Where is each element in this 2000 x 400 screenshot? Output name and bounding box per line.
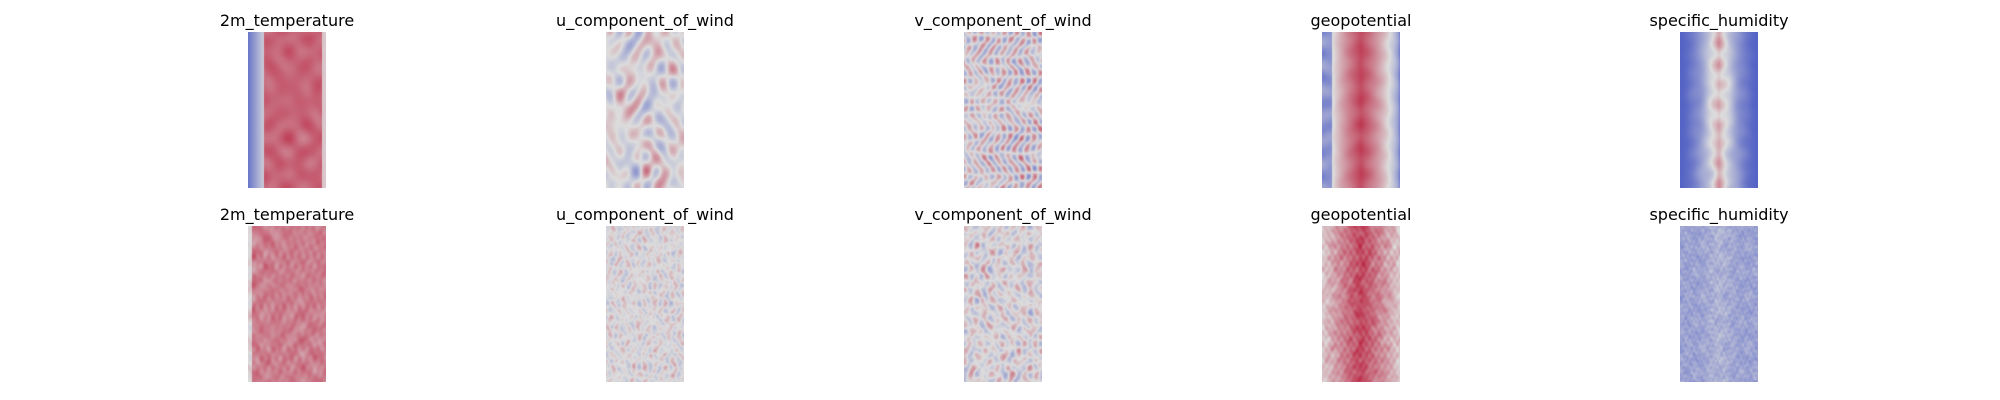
panel-title: 2m_temperature [219,11,355,30]
heatmap-u-component-of-wind [606,32,684,188]
panel-r1-c4: specific_humidity [1649,204,1789,382]
heatmap-geopotential [1322,32,1400,188]
panel-r1-c2: v_component_of_wind [914,204,1092,382]
panel-r0-c1: u_component_of_wind [556,10,734,188]
heatmap-2m-temperature [248,226,326,382]
panel-title: v_component_of_wind [914,11,1092,30]
panel-title: geopotential [1310,11,1412,30]
heatmap-v-component-of-wind [964,226,1042,382]
heatmap-2m-temperature [248,32,326,188]
panel-title: u_component_of_wind [556,205,734,224]
panel-title: 2m_temperature [219,205,355,224]
panel-title: specific_humidity [1649,11,1789,30]
panel-r1-c3: geopotential [1311,204,1411,382]
panel-r0-c0: 2m_temperature [220,10,354,188]
panel-r1-c1: u_component_of_wind [556,204,734,382]
panel-title: v_component_of_wind [914,205,1092,224]
panel-r0-c3: geopotential [1311,10,1411,188]
panel-r0-c2: v_component_of_wind [914,10,1092,188]
panel-title: specific_humidity [1649,205,1789,224]
panel-r1-c0: 2m_temperature [220,204,354,382]
heatmap-specific-humidity [1680,32,1758,188]
heatmap-specific-humidity [1680,226,1758,382]
heatmap-v-component-of-wind [964,32,1042,188]
panel-title: u_component_of_wind [556,11,734,30]
panel-title: geopotential [1310,205,1412,224]
heatmap-u-component-of-wind [606,226,684,382]
panel-r0-c4: specific_humidity [1649,10,1789,188]
heatmap-geopotential [1322,226,1400,382]
